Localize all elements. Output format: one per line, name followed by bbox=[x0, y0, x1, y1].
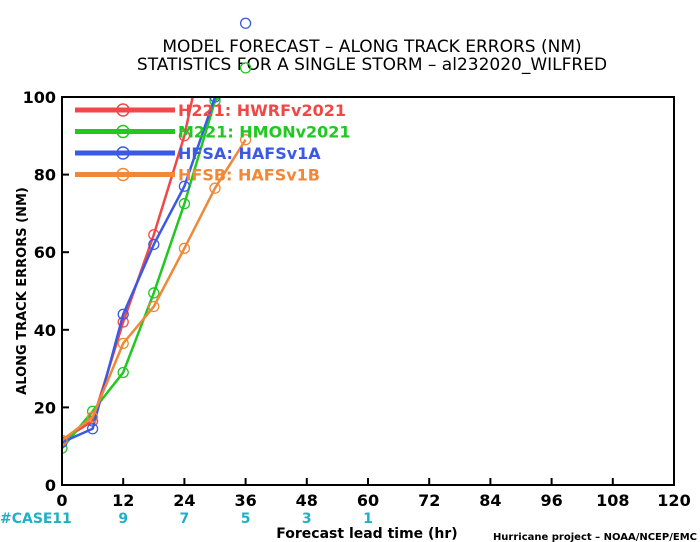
legend-marker bbox=[116, 167, 130, 182]
chart-subtitle: STATISTICS FOR A SINGLE STORM – al232020… bbox=[137, 55, 607, 75]
x-tick-label: 60 bbox=[357, 491, 379, 510]
legend-marker bbox=[116, 146, 130, 160]
axes: 0 12 24 36 48 60 72 84 96 108 120 0 20 40 60 80 100 bbox=[23, 88, 691, 510]
legend-label: HFSB: HAFSv1B bbox=[178, 166, 320, 185]
legend-label: M221: HMONv2021 bbox=[178, 123, 351, 142]
data-point bbox=[148, 287, 160, 299]
case-count: 7 bbox=[180, 511, 190, 527]
series-line bbox=[62, 139, 247, 442]
case-counts: #CASE 11 9 7 5 3 1 bbox=[0, 511, 373, 527]
credit-text: Hurricane project – NOAA/NCEP/EMC bbox=[493, 532, 697, 542]
data-point bbox=[117, 366, 129, 379]
data-point bbox=[86, 411, 99, 423]
y-tick-label: 100 bbox=[23, 88, 56, 107]
x-tick-label: 108 bbox=[596, 491, 629, 510]
data-point bbox=[239, 17, 252, 29]
y-tick-label: 0 bbox=[45, 476, 56, 495]
case-count: 5 bbox=[241, 511, 251, 527]
x-axis-label: Forecast lead time (hr) bbox=[276, 526, 457, 542]
x-tick-label: 72 bbox=[418, 491, 440, 510]
off-scale-points bbox=[239, 17, 252, 74]
legend-marker bbox=[116, 103, 130, 117]
data-point bbox=[239, 134, 252, 146]
x-tick-label: 12 bbox=[112, 491, 134, 510]
data-point bbox=[117, 337, 129, 350]
x-tick-label: 96 bbox=[540, 491, 562, 510]
x-tick-label: 0 bbox=[56, 491, 67, 510]
legend-label: HFSA: HAFSv1A bbox=[178, 144, 321, 163]
legend-marker bbox=[116, 124, 130, 139]
y-axis-label: ALONG TRACK ERRORS (NM) bbox=[15, 187, 30, 395]
data-point bbox=[62, 442, 68, 454]
y-tick-label: 60 bbox=[34, 243, 56, 262]
chart-title: MODEL FORECAST – ALONG TRACK ERRORS (NM) bbox=[162, 37, 581, 57]
data-point bbox=[148, 238, 160, 251]
legend: H221: HWRFv2021 M221: HMONv2021 HFSA: HAFS… bbox=[75, 101, 351, 185]
data-point bbox=[209, 97, 221, 103]
case-count: 9 bbox=[118, 511, 128, 527]
data-point bbox=[148, 300, 160, 313]
x-tick-label: 48 bbox=[296, 491, 318, 510]
x-tick-label: 84 bbox=[479, 491, 501, 510]
data-point bbox=[117, 308, 129, 320]
x-tick-label: 120 bbox=[657, 491, 690, 510]
case-count: 1 bbox=[363, 511, 373, 527]
y-tick-label: 40 bbox=[34, 321, 56, 340]
data-point bbox=[209, 97, 221, 107]
case-count: 3 bbox=[302, 511, 312, 527]
data-point bbox=[178, 198, 191, 210]
data-point bbox=[62, 434, 68, 447]
case-label: #CASE bbox=[0, 511, 53, 527]
data-point bbox=[178, 130, 191, 142]
case-count: 11 bbox=[52, 511, 71, 527]
series-line bbox=[62, 97, 217, 444]
x-tick-label: 36 bbox=[234, 491, 256, 510]
x-tick-label: 24 bbox=[173, 491, 195, 510]
data-point bbox=[239, 62, 252, 74]
data-point bbox=[178, 180, 191, 192]
y-tick-label: 20 bbox=[34, 398, 56, 417]
data-point bbox=[86, 423, 99, 435]
y-tick-label: 80 bbox=[34, 166, 56, 185]
data-point bbox=[209, 182, 221, 194]
series-lines bbox=[62, 97, 252, 454]
legend-label: H221: HWRFv2021 bbox=[178, 101, 346, 120]
data-point bbox=[178, 242, 191, 254]
